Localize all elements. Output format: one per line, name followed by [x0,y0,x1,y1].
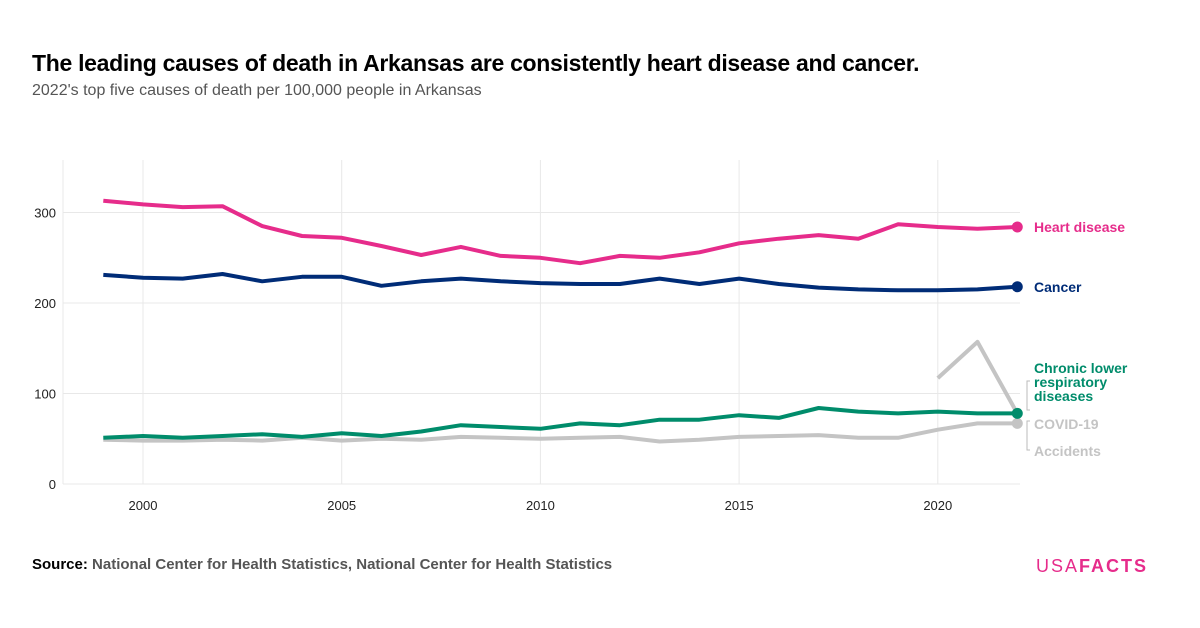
y-tick-label: 100 [34,387,56,402]
logo-part1: USA [1035,556,1079,576]
x-tick-label: 2010 [526,498,555,513]
series-label: COVID-19 [1034,416,1099,432]
y-tick-label: 200 [34,296,56,311]
series-label: Chronic lower respiratory diseases [1034,360,1128,404]
logo-part2: FACTS [1078,556,1148,576]
source-label: Source: [32,556,88,573]
source-note: Source: National Center for Health Stati… [32,556,612,573]
chart-subtitle: 2022's top five causes of death per 100,… [32,82,482,99]
series-label: Cancer [1034,279,1082,295]
source-text: National Center for Health Statistics, N… [92,556,613,573]
series-line-heart-disease [103,198,1018,266]
series-line-cancer [103,272,1018,293]
series-line-covid-19 [936,339,1020,415]
y-tick-label: 0 [49,477,56,492]
x-tick-label: 2000 [129,498,158,513]
usafacts-logo: USAFACTS [1036,556,1148,577]
series-label: Accidents [1034,443,1101,459]
y-tick-label: 300 [34,206,56,221]
end-point-marker [1011,281,1023,293]
x-tick-label: 2015 [725,498,754,513]
series-line-chronic-lower-respiratory-diseases [103,406,1018,440]
label-bracket [1026,380,1030,411]
end-point-marker [1011,407,1023,419]
end-point-marker [1011,221,1023,233]
chart-title: The leading causes of death in Arkansas … [32,50,920,76]
x-tick-label: 2005 [327,498,356,513]
end-point-marker [1011,417,1023,429]
label-bracket [1026,420,1030,451]
series-label: Heart disease [1034,219,1125,235]
series-line-accidents [103,421,1018,444]
x-tick-label: 2020 [923,498,952,513]
